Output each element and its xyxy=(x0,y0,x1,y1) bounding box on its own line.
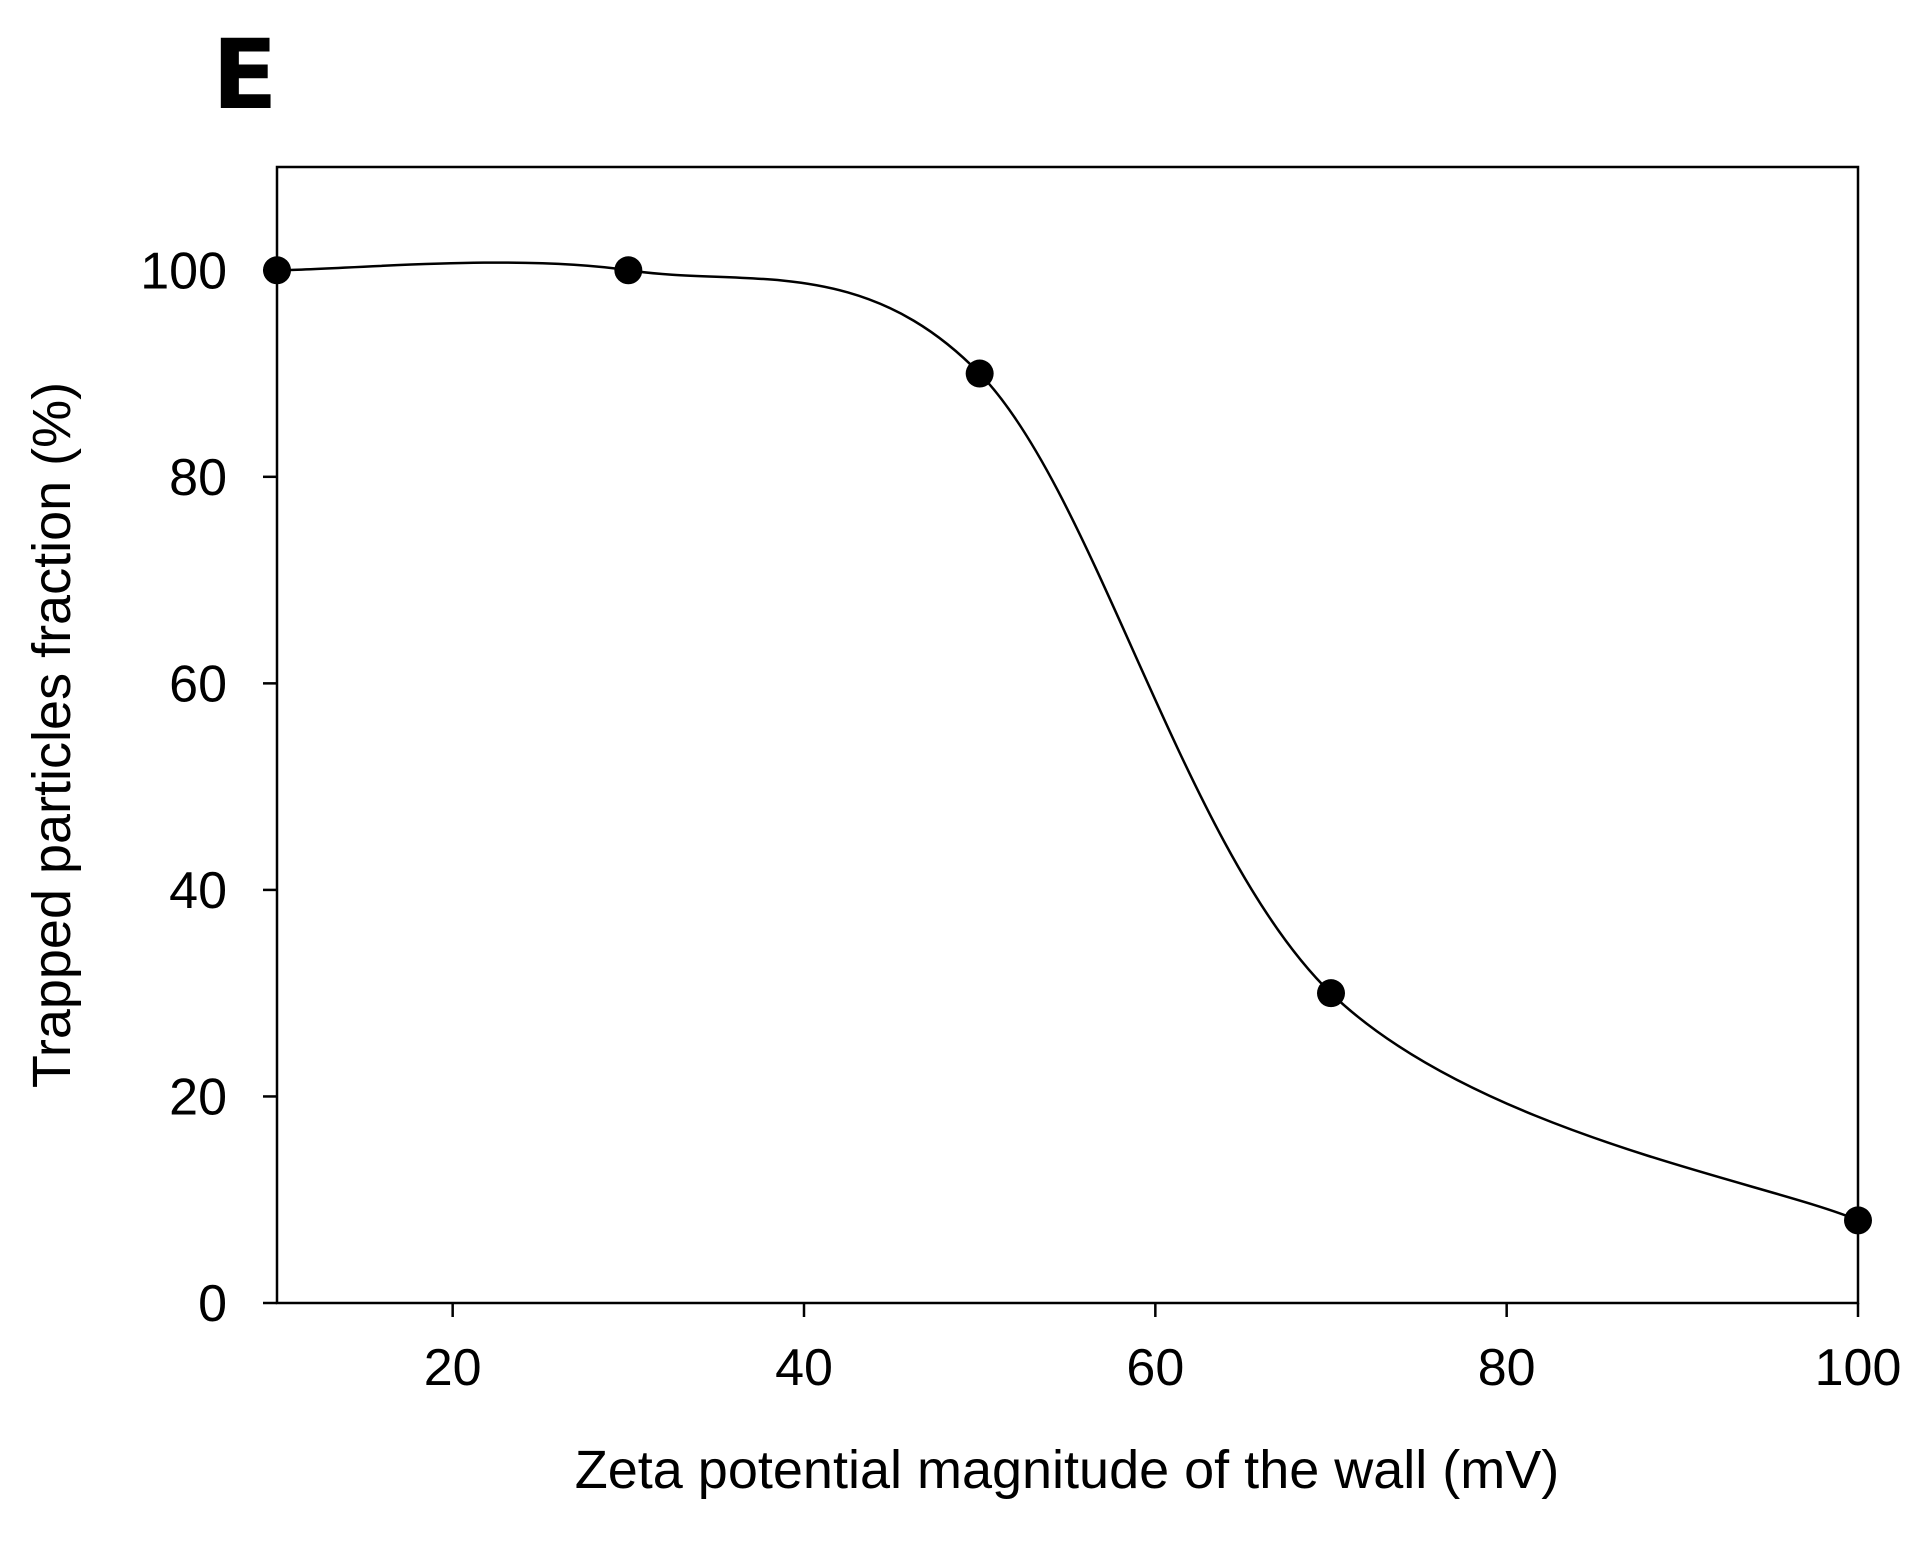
panel-label: E xyxy=(212,19,278,131)
y-tick-label: 60 xyxy=(169,655,227,713)
fit-curve xyxy=(276,261,1859,1222)
y-axis-ticks: 0 20 40 60 80 100 xyxy=(140,242,277,1333)
y-tick-label: 0 xyxy=(198,1275,227,1333)
y-tick-label: 100 xyxy=(140,242,227,300)
y-axis-title: Trapped particles fraction (%) xyxy=(22,382,82,1088)
y-tick-label: 80 xyxy=(169,449,227,507)
x-tick-label: 20 xyxy=(424,1339,482,1397)
x-tick-label: 80 xyxy=(1478,1339,1536,1397)
data-point xyxy=(1317,979,1345,1008)
y-tick-label: 40 xyxy=(169,862,227,920)
data-point xyxy=(965,359,994,388)
y-tick-label: 20 xyxy=(169,1068,227,1126)
x-axis-title: Zeta potential magnitude of the wall (mV… xyxy=(575,1440,1560,1500)
data-point xyxy=(614,256,643,285)
data-point xyxy=(263,256,291,285)
data-points xyxy=(263,256,1872,1235)
x-axis-ticks: 20 40 60 80 100 xyxy=(424,1303,1902,1397)
data-point xyxy=(1844,1206,1872,1235)
x-tick-label: 60 xyxy=(1126,1339,1184,1397)
plot-frame xyxy=(275,165,1860,1305)
x-tick-label: 40 xyxy=(775,1339,833,1397)
x-tick-label: 100 xyxy=(1815,1339,1902,1397)
